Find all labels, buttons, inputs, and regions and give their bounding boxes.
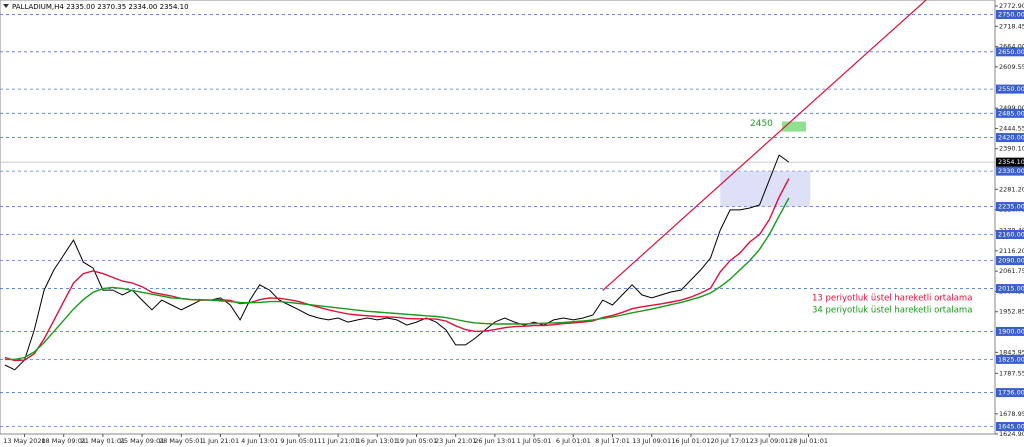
level-label-box — [996, 256, 1024, 266]
level-label: 2485.00 — [998, 109, 1024, 117]
level-label: 2090.00 — [998, 257, 1024, 265]
x-tick-label: 21 May 01:01 — [81, 437, 126, 445]
x-tick-label: 9 Jun 05:01 — [280, 437, 317, 445]
legend-entry: 34 periyotluk üstel hareketli ortalama — [812, 306, 972, 316]
y-tick-label: 2499.00 — [999, 104, 1024, 112]
level-label-box — [996, 354, 1024, 364]
x-tick-label: 23 Jul 09:01 — [750, 437, 789, 445]
x-tick-label: 4 Jun 13:01 — [241, 437, 278, 445]
level-label-box — [996, 166, 1024, 176]
level-label-box — [996, 133, 1024, 143]
x-tick-label: 28 May 05:01 — [159, 437, 204, 445]
x-tick-label: 13 May 2020 — [3, 437, 45, 445]
x-tick-label: 16 Jul 01:01 — [671, 437, 710, 445]
level-label: 1736.00 — [998, 389, 1024, 397]
level-label-box — [996, 422, 1024, 432]
level-label-box — [996, 388, 1024, 398]
level-label-box — [996, 230, 1024, 240]
x-tick-label: 20 Jul 17:01 — [711, 437, 750, 445]
x-tick-label: 25 May 09:01 — [120, 437, 165, 445]
target-zone — [782, 121, 806, 132]
x-tick-label: 18 May 09:01 — [41, 437, 86, 445]
current-price-box — [996, 157, 1024, 167]
level-label-box — [996, 10, 1024, 20]
y-tick-label: 2444.55 — [999, 124, 1024, 132]
level-label: 1645.00 — [998, 423, 1024, 431]
ema-line — [4, 197, 790, 361]
x-tick-label: 26 Jun 13:01 — [474, 437, 515, 445]
x-tick-label: 8 Jul 17:01 — [595, 437, 630, 445]
level-label: 2650.00 — [998, 48, 1024, 56]
current-price-label: 2354.10 — [998, 158, 1024, 166]
y-tick-label: 1624.90 — [999, 430, 1024, 438]
target-label: 2450 — [750, 119, 773, 129]
level-label: 2160.00 — [998, 231, 1024, 239]
y-tick-label: 2390.10 — [999, 145, 1024, 153]
y-tick-label: 2664.00 — [999, 43, 1024, 51]
menu-arrow — [3, 4, 9, 8]
level-label-box — [996, 202, 1024, 212]
x-tick-label: 16 Jun 13:01 — [357, 437, 398, 445]
level-label: 2750.00 — [998, 11, 1024, 19]
x-tick-label: 6 Jul 01:01 — [556, 437, 591, 445]
y-tick-label: 2281.20 — [999, 185, 1024, 193]
y-tick-label: 1787.55 — [999, 369, 1024, 377]
level-label: 1900.00 — [998, 327, 1024, 335]
y-tick-label: 2772.90 — [999, 2, 1024, 10]
trendline — [602, 0, 927, 291]
x-tick-label: 28 Jul 01:01 — [789, 437, 828, 445]
y-tick-label: 2116.20 — [999, 247, 1024, 255]
level-label: 1825.00 — [998, 355, 1024, 363]
plot-frame — [0, 0, 996, 435]
y-tick-label: 1843.95 — [999, 348, 1024, 356]
level-label-box — [996, 47, 1024, 57]
y-tick-label: 1678.95 — [999, 410, 1024, 418]
y-tick-label: 2609.55 — [999, 63, 1024, 71]
legend-entry: 13 periyotluk üstel hareketli ortalama — [812, 294, 972, 304]
level-label: 2330.00 — [998, 167, 1024, 175]
level-label-box — [996, 284, 1024, 294]
level-label-box — [996, 84, 1024, 94]
x-tick-label: 11 Jun 21:01 — [317, 437, 358, 445]
y-tick-label: 2061.75 — [999, 267, 1024, 275]
y-tick-label: 2718.45 — [999, 22, 1024, 30]
y-tick-label: 1952.85 — [999, 308, 1024, 316]
x-tick-label: 1 Jul 05:01 — [517, 437, 552, 445]
level-label: 2550.00 — [998, 85, 1024, 93]
price-line — [4, 154, 790, 371]
level-label-box — [996, 326, 1024, 336]
level-label: 2235.00 — [998, 203, 1024, 211]
x-tick-label: 19 Jun 05:01 — [396, 437, 437, 445]
range-box — [720, 171, 811, 207]
x-tick-label: 13 Jul 09:01 — [632, 437, 671, 445]
ema-line — [4, 178, 790, 362]
chart-title: PALLADIUM,H4 2335.00 2370.35 2334.00 235… — [12, 3, 189, 11]
x-tick-label: 23 Jun 21:01 — [435, 437, 476, 445]
level-label: 2015.00 — [998, 285, 1024, 293]
level-label: 2420.00 — [998, 134, 1024, 142]
level-label-box — [996, 108, 1024, 118]
x-tick-label: 1 Jun 21:01 — [202, 437, 239, 445]
